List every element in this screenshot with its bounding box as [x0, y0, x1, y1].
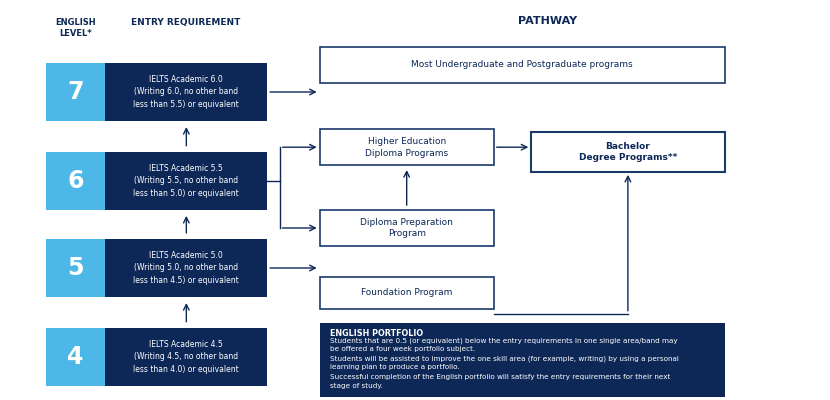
FancyBboxPatch shape — [531, 132, 725, 172]
Text: ENTRY REQUIREMENT: ENTRY REQUIREMENT — [131, 18, 241, 27]
Text: be offered a four week portfolio subject.: be offered a four week portfolio subject… — [330, 346, 475, 352]
Text: Students that are 0.5 (or equivalent) below the entry requirements in one single: Students that are 0.5 (or equivalent) be… — [330, 338, 677, 344]
FancyBboxPatch shape — [46, 63, 105, 121]
Text: Most Undergraduate and Postgraduate programs: Most Undergraduate and Postgraduate prog… — [411, 60, 633, 69]
FancyBboxPatch shape — [46, 239, 105, 297]
FancyBboxPatch shape — [320, 129, 494, 165]
Text: Higher Education
Diploma Programs: Higher Education Diploma Programs — [365, 137, 448, 158]
FancyBboxPatch shape — [105, 63, 267, 121]
FancyBboxPatch shape — [46, 328, 105, 386]
Text: 4: 4 — [67, 345, 84, 369]
Text: Foundation Program: Foundation Program — [361, 288, 452, 297]
Text: 6: 6 — [67, 169, 84, 193]
FancyBboxPatch shape — [320, 323, 725, 397]
Text: IELTS Academic 5.0
(Writing 5.0, no other band
less than 4.5) or equivalent: IELTS Academic 5.0 (Writing 5.0, no othe… — [134, 251, 239, 285]
Text: 7: 7 — [67, 80, 84, 104]
Text: Bachelor
Degree Programs**: Bachelor Degree Programs** — [579, 142, 677, 162]
Text: * English Levels 3-7 are 10 weeks in duration  ** Excluding the Bond University : * English Levels 3-7 are 10 weeks in dur… — [320, 390, 624, 395]
Text: learning plan to produce a portfolio.: learning plan to produce a portfolio. — [330, 364, 459, 370]
Text: ENGLISH PORTFOLIO: ENGLISH PORTFOLIO — [330, 329, 422, 338]
Text: IELTS Academic 4.5
(Writing 4.5, no other band
less than 4.0) or equivalent: IELTS Academic 4.5 (Writing 4.5, no othe… — [134, 340, 239, 374]
Text: Successful completion of the English portfolio will satisfy the entry requiremen: Successful completion of the English por… — [330, 374, 670, 380]
FancyBboxPatch shape — [105, 239, 267, 297]
Text: stage of study.: stage of study. — [330, 383, 383, 389]
Text: IELTS Academic 6.0
(Writing 6.0, no other band
less than 5.5) or equivalent: IELTS Academic 6.0 (Writing 6.0, no othe… — [134, 75, 239, 109]
FancyBboxPatch shape — [320, 47, 725, 83]
Text: PATHWAY: PATHWAY — [518, 16, 578, 26]
FancyBboxPatch shape — [46, 152, 105, 210]
Text: Students will be assisted to improve the one skill area (for example, writing) b: Students will be assisted to improve the… — [330, 356, 678, 362]
FancyBboxPatch shape — [105, 328, 267, 386]
Text: Diploma Preparation
Program: Diploma Preparation Program — [360, 218, 453, 238]
FancyBboxPatch shape — [320, 210, 494, 246]
Text: 5: 5 — [67, 256, 84, 280]
FancyBboxPatch shape — [105, 152, 267, 210]
FancyBboxPatch shape — [320, 277, 494, 309]
Text: IELTS Academic 5.5
(Writing 5.5, no other band
less than 5.0) or equivalent: IELTS Academic 5.5 (Writing 5.5, no othe… — [134, 164, 239, 198]
Text: ENGLISH
LEVEL*: ENGLISH LEVEL* — [56, 18, 95, 38]
